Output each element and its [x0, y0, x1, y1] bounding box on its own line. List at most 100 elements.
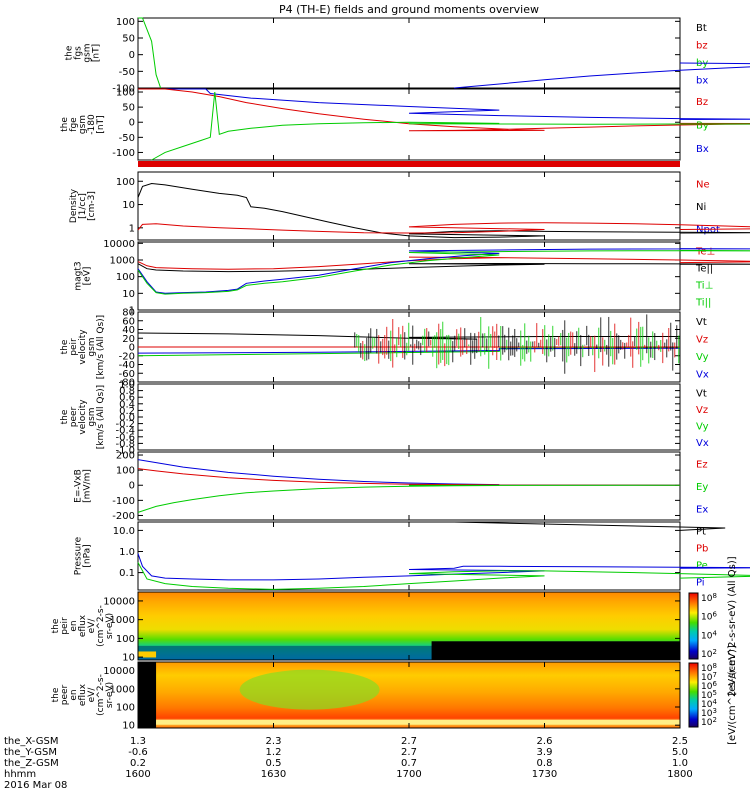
panel-peir-eflux-ytick-label: 100	[116, 634, 135, 645]
panel-peer-eflux-ylabel: sr-eV)	[105, 682, 115, 708]
panel-peer-eflux-bright-band	[156, 719, 681, 725]
panel-temperature-ytick-label: 10000	[103, 239, 135, 250]
xaxis-value-1-0: -0.6	[128, 747, 148, 758]
panel-peir-velocity-legend-0: Vt	[696, 317, 707, 328]
panel-peir-eflux-colorbar-tick: 102	[701, 648, 717, 660]
panel-peer-eflux-ytick-label: 1000	[110, 684, 135, 695]
xaxis-value-1-3: 3.9	[537, 747, 553, 758]
panel-peer-eflux-ytick-label: 10000	[103, 666, 135, 677]
panel-density-ylabel: [1/cc]	[78, 193, 88, 219]
panel-peir-eflux-dropout	[431, 641, 680, 660]
panel-density-legend-1: Ni	[696, 202, 706, 213]
panel-fge-ytick-label: 0	[129, 118, 135, 129]
panel-pressure-ytick-label: 1.0	[119, 547, 135, 558]
panel-peer-velocity-ytick-label: -1.0	[115, 446, 135, 457]
panel-peer-eflux-colorbar-tick: 102	[701, 716, 717, 728]
panel-e-field-legend-2: Ex	[696, 505, 708, 516]
panel-peir-eflux-ylabel: en	[69, 620, 79, 631]
panel-pressure-legend-0: Pt	[696, 527, 706, 538]
panel-peir-eflux-ytick-label: 10	[122, 653, 135, 664]
xaxis-row-label-3: hhmm	[4, 769, 36, 780]
panel-temperature-legend-1: Te||	[695, 264, 713, 275]
panel-temperature-legend-2: Ti⊥	[695, 281, 713, 292]
panel-peer-velocity-legend-1: Vz	[696, 405, 708, 416]
panel-temperature-legend-3: Ti||	[695, 298, 711, 309]
panel-peir-eflux-colorbar-tick: 108	[701, 592, 717, 604]
panel-peer-velocity-ytick-label: -0.8	[115, 439, 135, 450]
panel-fge-ytick-label: 100	[116, 88, 135, 99]
panel-pressure-series-0	[454, 521, 726, 531]
panel-pressure-ytick-label: 10.0	[113, 526, 135, 537]
panel-density-ylabel: Density	[69, 188, 79, 223]
xaxis-value-0-2: 2.7	[401, 736, 417, 747]
panel-peer-eflux-ylabel: the	[51, 687, 61, 702]
panel-peir-eflux-edge-strip	[138, 651, 157, 658]
xaxis-value-1-1: 1.2	[266, 747, 282, 758]
xaxis-value-2-1: 0.5	[266, 758, 282, 769]
panel-fge-series-2	[151, 91, 750, 161]
panel-peer-velocity-ytick-label: 0.0	[119, 413, 135, 424]
panel-fge-band	[138, 161, 680, 167]
panel-fgs-ytick-label: 50	[122, 34, 135, 45]
panel-peir-eflux-ytick-label: 1000	[110, 615, 135, 626]
panel-peir-velocity-ytick-label: 0	[129, 343, 135, 354]
panel-density-ytick-label: 100	[116, 177, 135, 188]
panel-e-field-series-2	[137, 484, 681, 513]
panel-fgs-ytick-label: -50	[119, 67, 135, 78]
panel-peer-eflux-spectrogram	[138, 662, 680, 728]
panel-peir-eflux-ylabel: the	[51, 618, 61, 633]
panel-peer-velocity-ylabel: peer	[69, 406, 79, 427]
panel-peir-eflux-ylabel: eV/	[87, 618, 97, 634]
xaxis-value-3-4: 1800	[667, 769, 692, 780]
xaxis-value-1-2: 2.7	[401, 747, 417, 758]
panel-fge-series-0	[138, 88, 750, 120]
panel-peir-velocity-ylabel: [km/s (All Qs)]	[96, 315, 106, 379]
panel-peir-velocity-legend-3: Vx	[696, 369, 709, 380]
panel-fgs-ylabel: [nT]	[92, 44, 102, 62]
panel-peer-velocity-ytick-label: 0.2	[119, 406, 135, 417]
panel-temperature-ytick-label: 10	[122, 289, 135, 300]
panel-peer-velocity-ytick-label: -0.4	[115, 426, 135, 437]
panel-fge-ylabel: fge	[69, 117, 79, 132]
panel-density-series-1	[137, 222, 750, 234]
panel-density-series-0	[137, 182, 750, 239]
panel-peer-velocity-legend-2: Vy	[696, 421, 709, 432]
panel-density-ytick-label: 10	[122, 200, 135, 211]
date-label: 2016 Mar 08	[4, 780, 67, 791]
panel-fgs-legend-0: Bt	[696, 23, 707, 34]
panel-peir-eflux-ytick-label: 10000	[103, 596, 135, 607]
panel-peer-velocity-ylabel: velocity	[78, 399, 88, 435]
panel-peer-velocity-legend-0: Vt	[696, 388, 707, 399]
panel-e-field-legend-1: Ey	[696, 482, 708, 493]
panel-peir-velocity-ylabel: peir	[69, 338, 79, 356]
panel-fgs-legend-3: bx	[696, 75, 708, 86]
xaxis-value-0-0: 1.3	[130, 736, 146, 747]
panel-peer-eflux-green-patch	[239, 669, 380, 710]
panel-peir-velocity-ytick-label: -20	[119, 351, 135, 362]
xaxis-value-2-4: 1.0	[672, 758, 688, 769]
panel-fgs-ytick-label: 0	[129, 50, 135, 61]
panel-peir-velocity-ytick-label: -60	[119, 369, 135, 380]
panel-temperature-ylabel: [eV]	[83, 267, 93, 286]
panel-peer-eflux-ylabel: eV/	[87, 687, 97, 703]
panel-e-field-ytick-label: 100	[116, 466, 135, 477]
panel-peer-velocity-ylabel: [km/s (All Qs)]	[96, 385, 106, 449]
xaxis-value-0-1: 2.3	[266, 736, 282, 747]
panel-fgs-series-1	[454, 62, 750, 89]
panel-density-legend-0: Ne	[696, 179, 710, 190]
panel-e-field-ytick-label: 200	[116, 451, 135, 462]
panel-e-field-ytick-label: -200	[112, 511, 135, 522]
panel-peer-velocity-ylabel: the	[60, 409, 70, 424]
panel-temperature-legend-0: Te⊥	[695, 247, 715, 258]
xaxis-value-1-4: 5.0	[672, 747, 688, 758]
panel-peir-eflux-colorbar	[688, 592, 699, 660]
panel-fge-ylabel: -180	[87, 114, 97, 135]
panel-peir-eflux-ylabel: (cm^2-s-	[96, 605, 106, 647]
panel-peer-velocity-ytick-label: 0.8	[119, 386, 135, 397]
panel-pressure-legend-3: Pi	[696, 578, 705, 589]
panel-fgs-ylabel: gsm	[83, 43, 93, 62]
panel-fge-ylabel: the	[60, 117, 70, 132]
xaxis-value-2-0: 0.2	[130, 758, 146, 769]
